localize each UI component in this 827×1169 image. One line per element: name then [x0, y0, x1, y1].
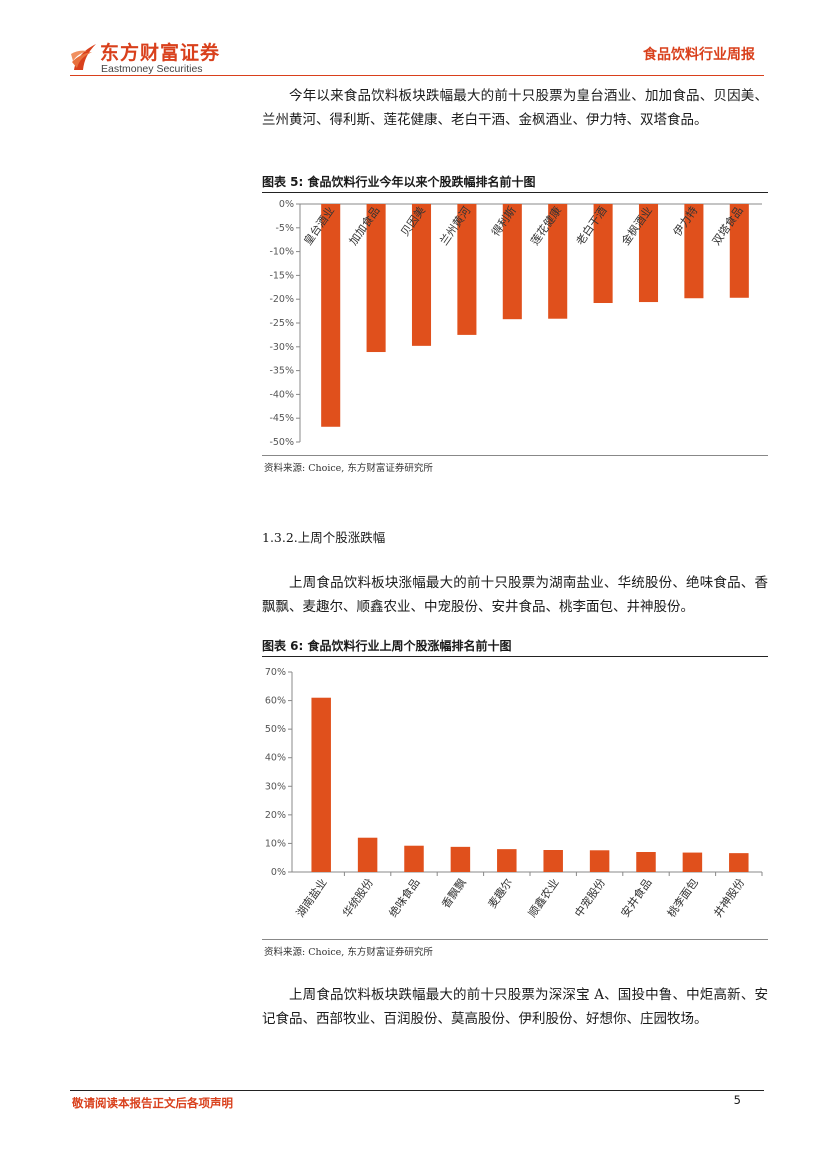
chart-ytd-decliners: 0% -5% -10% -15% -20% -25% -30% -35% -40% -45% -50… — [269, 199, 762, 448]
bar — [321, 204, 341, 427]
y-tick-label: 0% — [271, 867, 286, 878]
y-tick-label: -10% — [269, 247, 294, 258]
figure5-title: 图表 5: 食品饮料行业今年以来个股跌幅排名前十图 — [262, 175, 536, 189]
category-label: 井神股份 — [711, 876, 748, 920]
y-tick-label: 10% — [265, 838, 286, 849]
y-tick-label: -50% — [269, 437, 294, 448]
y-tick-label: -35% — [269, 366, 294, 377]
category-label: 顺鑫农业 — [525, 876, 562, 920]
y-tick-label: -25% — [269, 318, 294, 329]
paragraph-weekly-gainers: 上周食品饮料板块涨幅最大的前十只股票为湖南盐业、华统股份、绝味食品、香飘飘、麦趣… — [262, 575, 768, 615]
bar — [589, 850, 610, 872]
logo-text-en: Eastmoney Securities — [101, 63, 203, 75]
bar — [311, 697, 331, 872]
bar — [729, 204, 749, 298]
figure5-bottom-rule — [262, 455, 768, 456]
bar — [502, 204, 522, 320]
category-label: 湖南盐业 — [294, 876, 330, 919]
bar — [404, 845, 424, 872]
bar — [682, 852, 703, 872]
y-tick-label: -45% — [269, 413, 294, 424]
bar — [684, 204, 704, 299]
bar — [636, 852, 656, 872]
bar — [457, 204, 477, 335]
y-tick-label: 70% — [265, 667, 286, 678]
header-divider — [70, 75, 764, 76]
y-tick-label: -15% — [269, 270, 294, 281]
y-tick-label: -30% — [269, 342, 294, 353]
y-tick-label: 0% — [279, 199, 294, 210]
figure6-title: 图表 6: 食品饮料行业上周个股涨幅排名前十图 — [262, 639, 512, 653]
y-tick-label: 20% — [265, 810, 286, 821]
page-number: 5 — [733, 1093, 741, 1107]
section-heading: 1.3.2.上周个股涨跌幅 — [262, 530, 386, 545]
logo-icon — [71, 44, 96, 70]
chart-weekly-gainers: 0% 10% 20% 30% 40% 50% 60% 70% 湖南盐业 华统股份 绝味食品 香飘飘 麦趣… — [265, 667, 763, 920]
bar — [450, 846, 471, 872]
figure6-source: 资料来源: Choice, 东方财富证券研究所 — [264, 947, 433, 958]
bar — [411, 204, 432, 346]
paragraph-weekly-decliners: 上周食品饮料板块跌幅最大的前十只股票为深深宝 A、国投中鲁、中炬高新、安记食品、… — [262, 987, 768, 1027]
bar — [593, 204, 613, 304]
y-tick-label: -40% — [269, 389, 294, 400]
category-label: 香飘飘 — [439, 876, 469, 910]
category-label: 华统股份 — [339, 876, 376, 920]
figure5-source: 资料来源: Choice, 东方财富证券研究所 — [264, 463, 433, 474]
bar — [638, 204, 659, 303]
y-tick-label: 60% — [265, 696, 286, 707]
y-tick-label: -5% — [276, 223, 295, 234]
y-tick-label: 30% — [265, 781, 286, 792]
category-label: 中宠股份 — [571, 876, 608, 920]
figure5-top-rule — [262, 192, 768, 193]
bar — [366, 204, 386, 353]
bar — [729, 853, 749, 872]
footer-divider — [70, 1090, 764, 1091]
bar — [548, 204, 568, 319]
bar — [543, 850, 563, 872]
category-label: 安井食品 — [618, 876, 655, 920]
report-title: 食品饮料行业周报 — [643, 47, 755, 63]
bar — [497, 849, 517, 872]
category-label: 麦趣尔 — [485, 876, 515, 911]
y-tick-label: 40% — [265, 753, 286, 764]
figure6-bottom-rule — [262, 939, 768, 940]
y-tick-label: -20% — [269, 294, 294, 305]
category-label: 绝味食品 — [386, 876, 423, 920]
y-tick-label: 50% — [265, 724, 286, 735]
category-label: 桃李面包 — [664, 876, 701, 920]
bar — [357, 837, 378, 872]
footer-disclaimer: 敬请阅读本报告正文后各项声明 — [72, 1096, 233, 1110]
paragraph-ytd-decliners: 今年以来食品饮料板块跌幅最大的前十只股票为皇台酒业、加加食品、贝因美、兰州黄河、… — [262, 88, 768, 128]
figure6-top-rule — [262, 656, 768, 657]
logo-text-cn: 东方财富证券 — [100, 42, 221, 64]
